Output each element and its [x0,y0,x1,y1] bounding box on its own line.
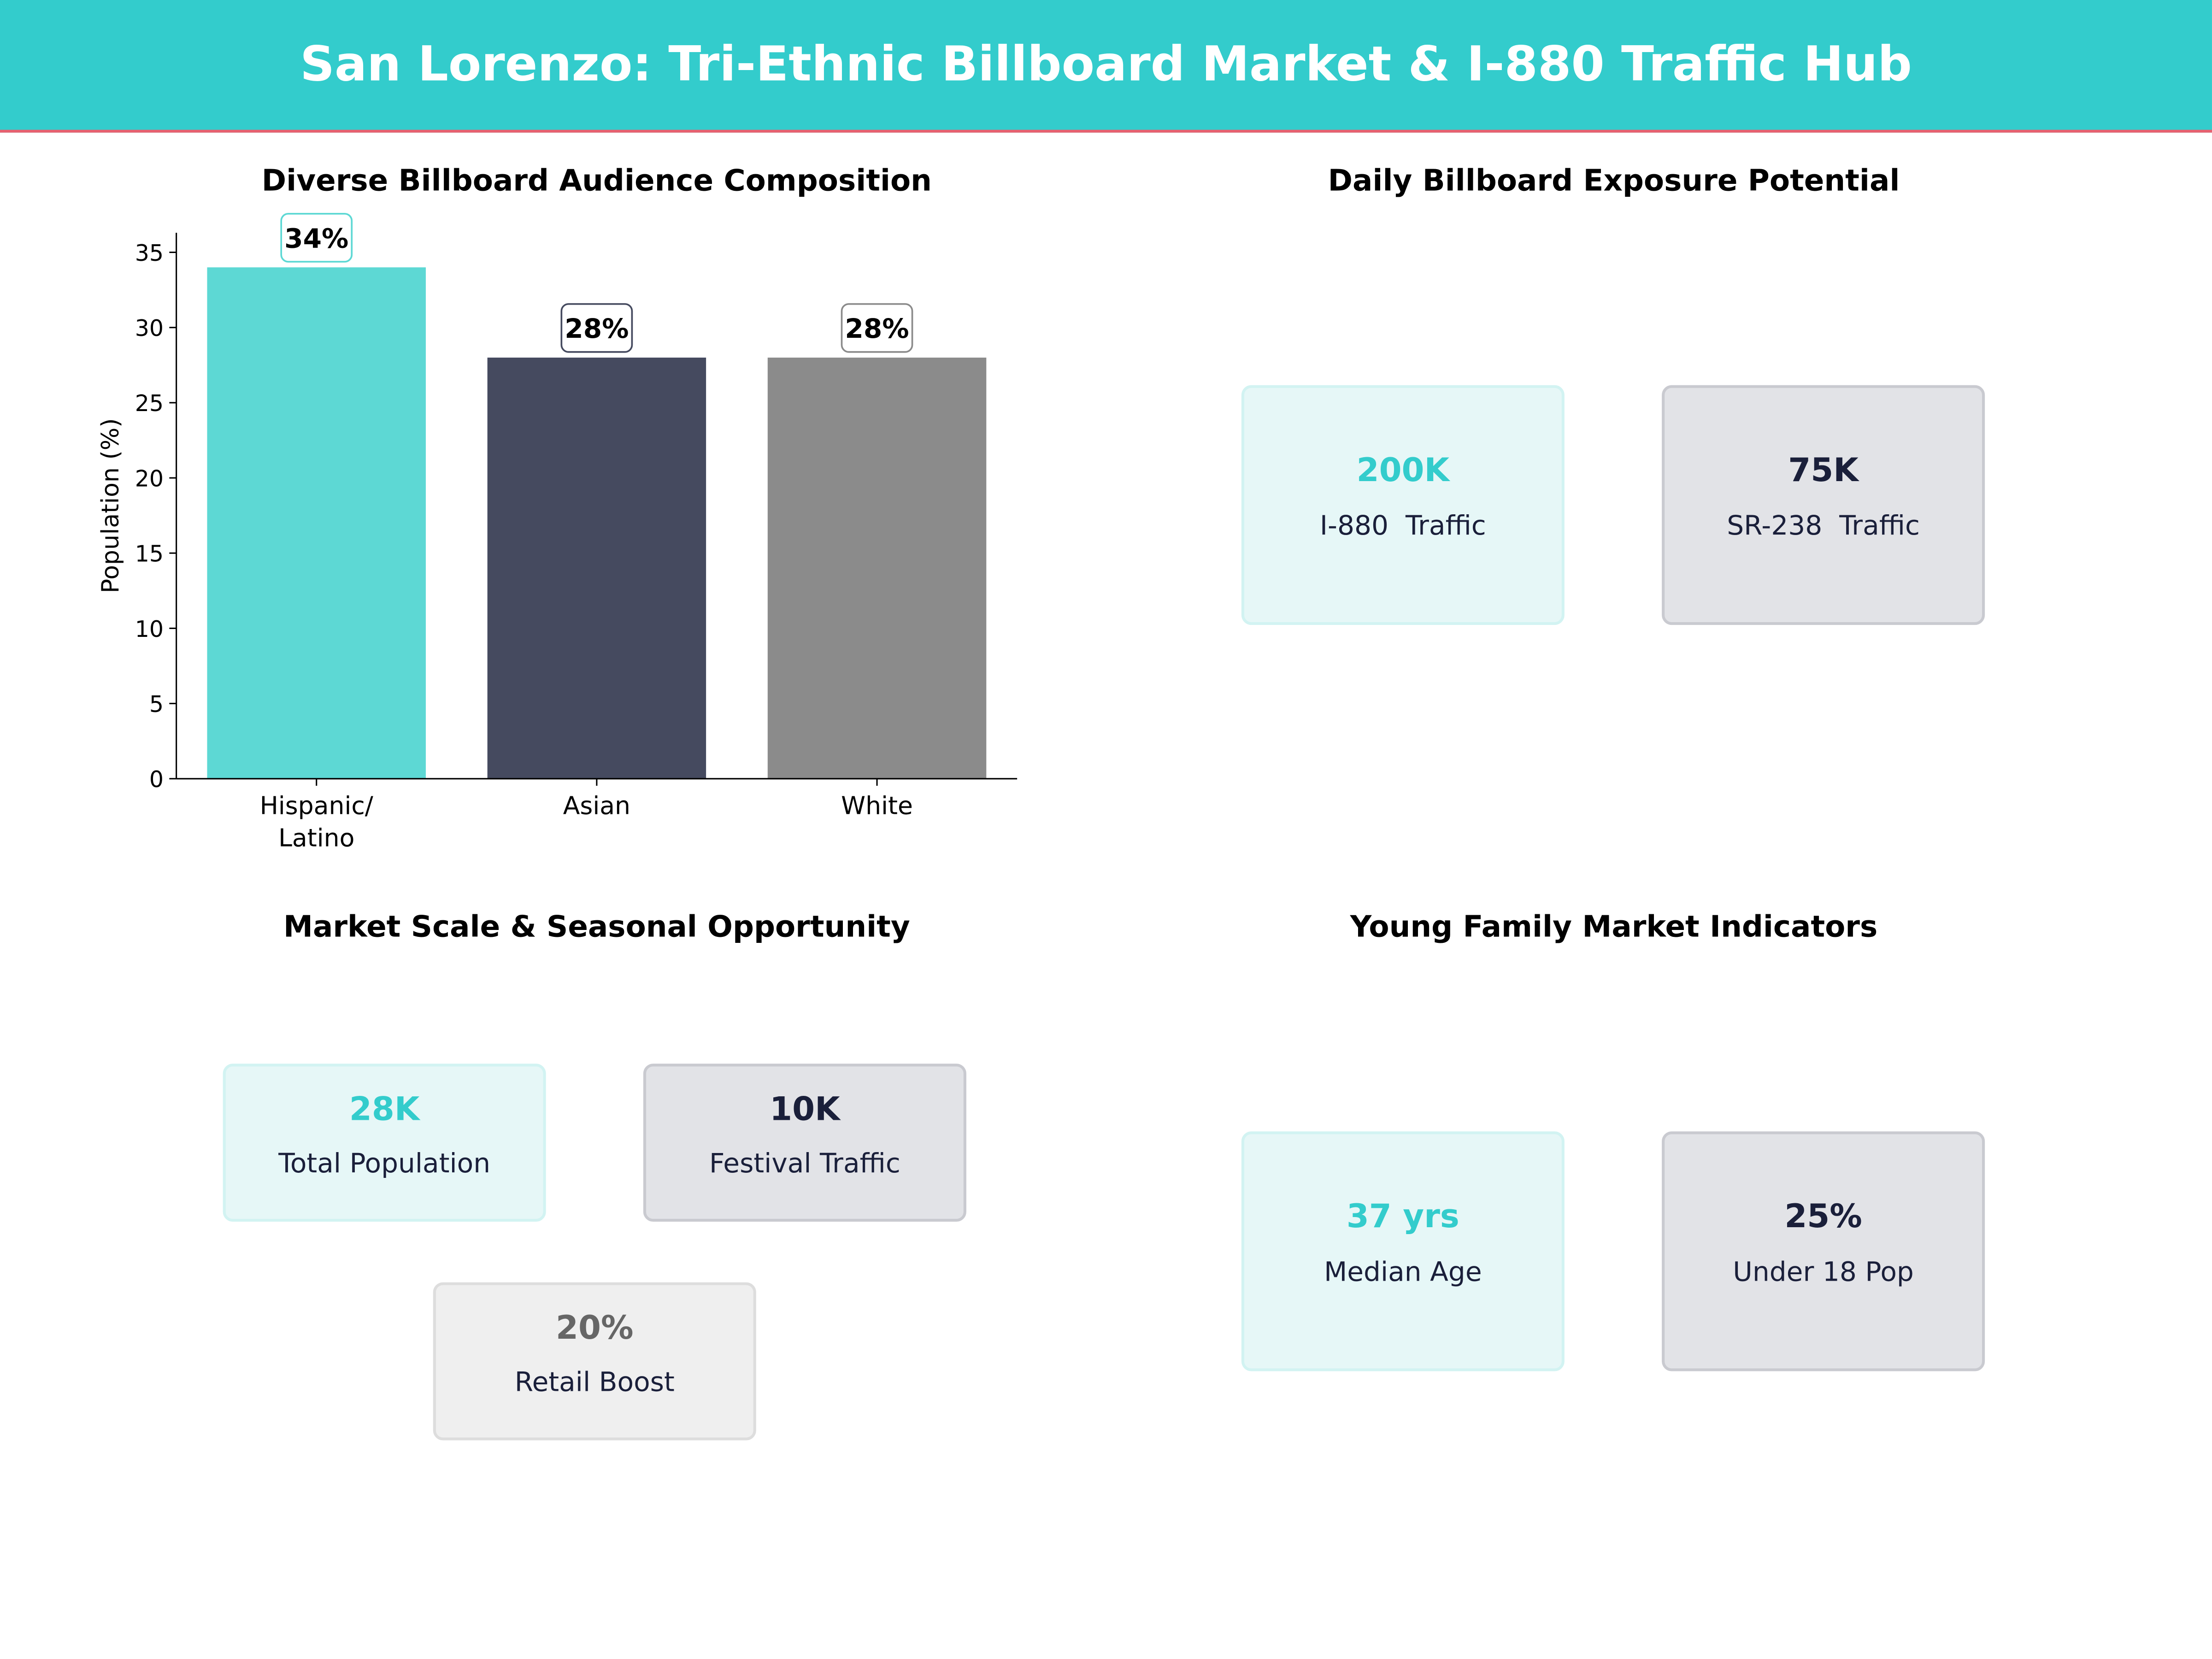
card-label: I-880 Traffic [1319,511,1486,542]
card-label: Under 18 Pop [1733,1257,1914,1288]
card-value: 28K [349,1092,420,1129]
exposure-title: Daily Billboard Exposure Potential [1328,164,1900,198]
card-value: 10K [770,1092,840,1129]
y-tick-label: 0 [149,766,164,793]
y-tick-label: 30 [135,315,164,341]
x-tick-label: Hispanic/ [260,791,374,820]
y-tick-label: 20 [135,465,164,492]
data-label-box [560,303,633,353]
card-value: 37 yrs [1346,1199,1459,1236]
data-label-box [280,212,353,263]
card-label: Median Age [1324,1257,1482,1288]
x-tick-label: White [841,791,913,820]
i880-traffic-card: 200K I-880 Traffic [1241,385,1565,625]
y-tick-label: 5 [149,691,164,718]
data-label: 28% [845,313,909,344]
population-card: 28K Total Population [223,1064,546,1222]
bar-chart: 34% Hispanic/Latino 28% Asian 28% White 0 5 10 15… [97,212,1018,853]
card-label: Total Population [278,1148,491,1180]
y-tick-label: 25 [135,390,164,417]
sr238-traffic-card: 75K SR-238 Traffic [1662,385,1985,625]
festival-traffic-card: 10K Festival Traffic [643,1064,966,1222]
y-tick-label: 10 [135,616,164,642]
data-label: 28% [565,313,629,344]
market-title: Market Scale & Seasonal Opportunity [283,910,910,944]
median-age-card: 37 yrs Median Age [1241,1131,1565,1371]
card-value: 75K [1788,453,1859,490]
y-axis-label: Population (%) [97,418,124,593]
page-title: San Lorenzo: Tri-Ethnic Billboard Market… [300,36,1912,94]
bar [767,357,987,779]
card-label: SR-238 Traffic [1727,511,1920,542]
retail-boost-card: 20% Retail Boost [433,1282,756,1441]
card-label: Retail Boost [514,1367,675,1398]
under18-card: 25% Under 18 Pop [1662,1131,1985,1371]
card-value: 25% [1784,1199,1862,1236]
y-tick-label: 15 [135,541,164,567]
bar [207,267,426,779]
x-tick-label: Asian [563,791,630,820]
family-title: Young Family Market Indicators [1350,910,1878,944]
card-value: 20% [556,1310,634,1347]
card-label: Festival Traffic [709,1148,900,1180]
y-tick-label: 35 [135,240,164,266]
data-label: 34% [284,223,348,254]
data-label-box [841,303,913,353]
header-banner: San Lorenzo: Tri-Ethnic Billboard Market… [0,0,2212,133]
bar [487,357,706,779]
chart-title: Diverse Billboard Audience Composition [261,164,932,198]
card-value: 200K [1356,453,1450,490]
x-tick-label: Latino [278,824,354,853]
